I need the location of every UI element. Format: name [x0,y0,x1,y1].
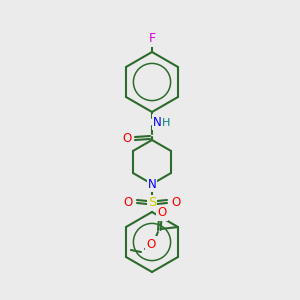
Text: O: O [146,238,156,250]
Text: H: H [162,118,170,128]
Text: N: N [148,178,156,190]
Text: O: O [158,206,166,220]
Text: O: O [171,196,181,208]
Text: O: O [122,131,132,145]
Text: N: N [153,116,161,128]
Text: F: F [148,32,156,46]
Text: O: O [123,196,133,208]
Text: S: S [148,196,156,209]
